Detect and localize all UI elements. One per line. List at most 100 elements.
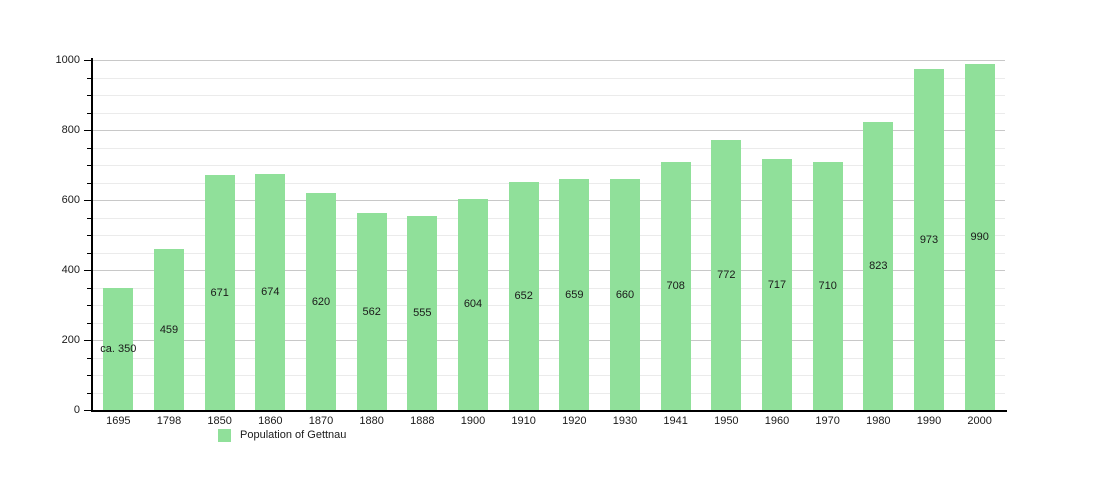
- bar-value-label: 710: [818, 279, 837, 292]
- legend: Population of Gettnau: [218, 429, 346, 442]
- y-axis-tick: [84, 340, 91, 341]
- y-axis-tick: [84, 130, 91, 131]
- y-axis-tick: [87, 357, 91, 359]
- x-tick-label: 1960: [764, 415, 790, 427]
- gridline-major: [93, 60, 1005, 61]
- y-tick-label: 600: [61, 194, 80, 206]
- bar-value-label: 717: [767, 278, 787, 291]
- y-axis-tick: [87, 182, 91, 184]
- x-tick-label: 1870: [308, 415, 334, 427]
- y-axis-tick: [87, 95, 91, 96]
- gridline-minor: [93, 305, 1005, 306]
- bar-1980: [863, 121, 894, 410]
- gridline-major: [93, 200, 1005, 201]
- y-axis-tick: [87, 217, 91, 219]
- gridline-major: [93, 130, 1005, 131]
- bar-1900: [458, 198, 488, 410]
- y-tick-label: 0: [73, 404, 80, 416]
- x-tick-label: 1970: [815, 415, 840, 427]
- gridline-minor: [93, 287, 1005, 289]
- y-tick-label: 1000: [55, 54, 80, 66]
- bar-value-label: 708: [666, 280, 685, 293]
- x-tick-label: 1920: [562, 415, 587, 427]
- x-tick-label: 1980: [866, 415, 891, 427]
- y-tick-label: 800: [61, 124, 80, 136]
- gridline-minor: [93, 77, 1005, 79]
- x-tick-label: 1910: [511, 415, 536, 427]
- x-tick-label: 1850: [207, 415, 232, 427]
- bar-1941: [660, 162, 691, 410]
- x-tick-label: 1950: [714, 415, 739, 427]
- bar-value-label: 973: [919, 233, 939, 246]
- x-tick-label: 1798: [156, 415, 182, 427]
- y-axis-tick: [87, 392, 91, 394]
- x-tick-label: 1695: [106, 415, 131, 427]
- bar-1888: [407, 215, 438, 410]
- y-axis-tick: [87, 235, 91, 236]
- bar-value-label: ca. 350: [100, 342, 137, 355]
- legend-label: Population of Gettnau: [240, 429, 347, 441]
- gridline-minor: [93, 252, 1005, 254]
- bar-value-label: 652: [514, 289, 533, 302]
- bar-1910: [508, 181, 539, 410]
- bar-value-label: 459: [159, 323, 179, 336]
- bar-value-label: 562: [362, 305, 381, 318]
- gridline-minor: [93, 357, 1005, 359]
- bar-1920: [559, 179, 590, 410]
- y-axis-tick: [87, 252, 91, 254]
- bar-value-label: 674: [261, 286, 280, 299]
- x-tick-label: 1900: [460, 415, 486, 427]
- gridline-minor: [93, 112, 1005, 114]
- gridline-minor: [93, 165, 1005, 166]
- y-axis-tick: [84, 200, 91, 201]
- bar-value-label: 660: [615, 288, 635, 301]
- bar-1960: [762, 159, 792, 410]
- y-axis-tick: [87, 305, 91, 306]
- bar-2000: [964, 63, 995, 410]
- bar-1930: [610, 179, 640, 410]
- bar-value-label: 823: [869, 259, 888, 272]
- y-axis-tick: [87, 165, 91, 166]
- x-tick-label: 1860: [258, 415, 283, 427]
- y-axis-line: [91, 58, 93, 412]
- y-tick-label: 400: [61, 264, 80, 276]
- bar-1950: [711, 139, 742, 410]
- x-tick-label: 1880: [359, 415, 384, 427]
- bar-value-label: 990: [970, 230, 989, 243]
- bar-1850: [204, 175, 235, 410]
- bar-1695: [103, 287, 134, 410]
- y-axis-tick: [84, 410, 91, 411]
- x-tick-label: 1888: [410, 415, 435, 427]
- gridline-minor: [93, 375, 1005, 376]
- gridline-minor: [93, 182, 1005, 184]
- y-axis-tick: [87, 147, 91, 149]
- gridline-minor: [93, 147, 1005, 149]
- gridline-major: [93, 340, 1005, 341]
- bar-value-label: 555: [413, 306, 432, 319]
- bar-value-label: 620: [311, 295, 331, 308]
- y-axis-tick: [87, 322, 91, 324]
- gridline-minor: [93, 235, 1005, 236]
- bar-1870: [306, 193, 336, 410]
- x-axis-line: [91, 410, 1007, 412]
- x-tick-label: 2000: [967, 415, 992, 427]
- bar-value-label: 671: [210, 286, 229, 299]
- bar-value-label: 772: [717, 268, 736, 281]
- bar-1798: [154, 249, 184, 410]
- legend-swatch-icon: [218, 429, 231, 442]
- y-axis-tick: [84, 60, 91, 61]
- bar-1970: [812, 161, 843, 410]
- bar-value-label: 604: [463, 298, 483, 311]
- y-axis-tick: [84, 270, 91, 271]
- plot-area: [93, 60, 1005, 410]
- y-axis-tick: [87, 112, 91, 114]
- x-tick-label: 1930: [612, 415, 638, 427]
- gridline-minor: [93, 95, 1005, 96]
- bar-1880: [356, 213, 387, 410]
- y-axis-tick: [87, 287, 91, 289]
- gridline-minor: [93, 322, 1005, 324]
- bar-1990: [914, 69, 944, 410]
- gridline-minor: [93, 392, 1005, 394]
- gridline-minor: [93, 217, 1005, 219]
